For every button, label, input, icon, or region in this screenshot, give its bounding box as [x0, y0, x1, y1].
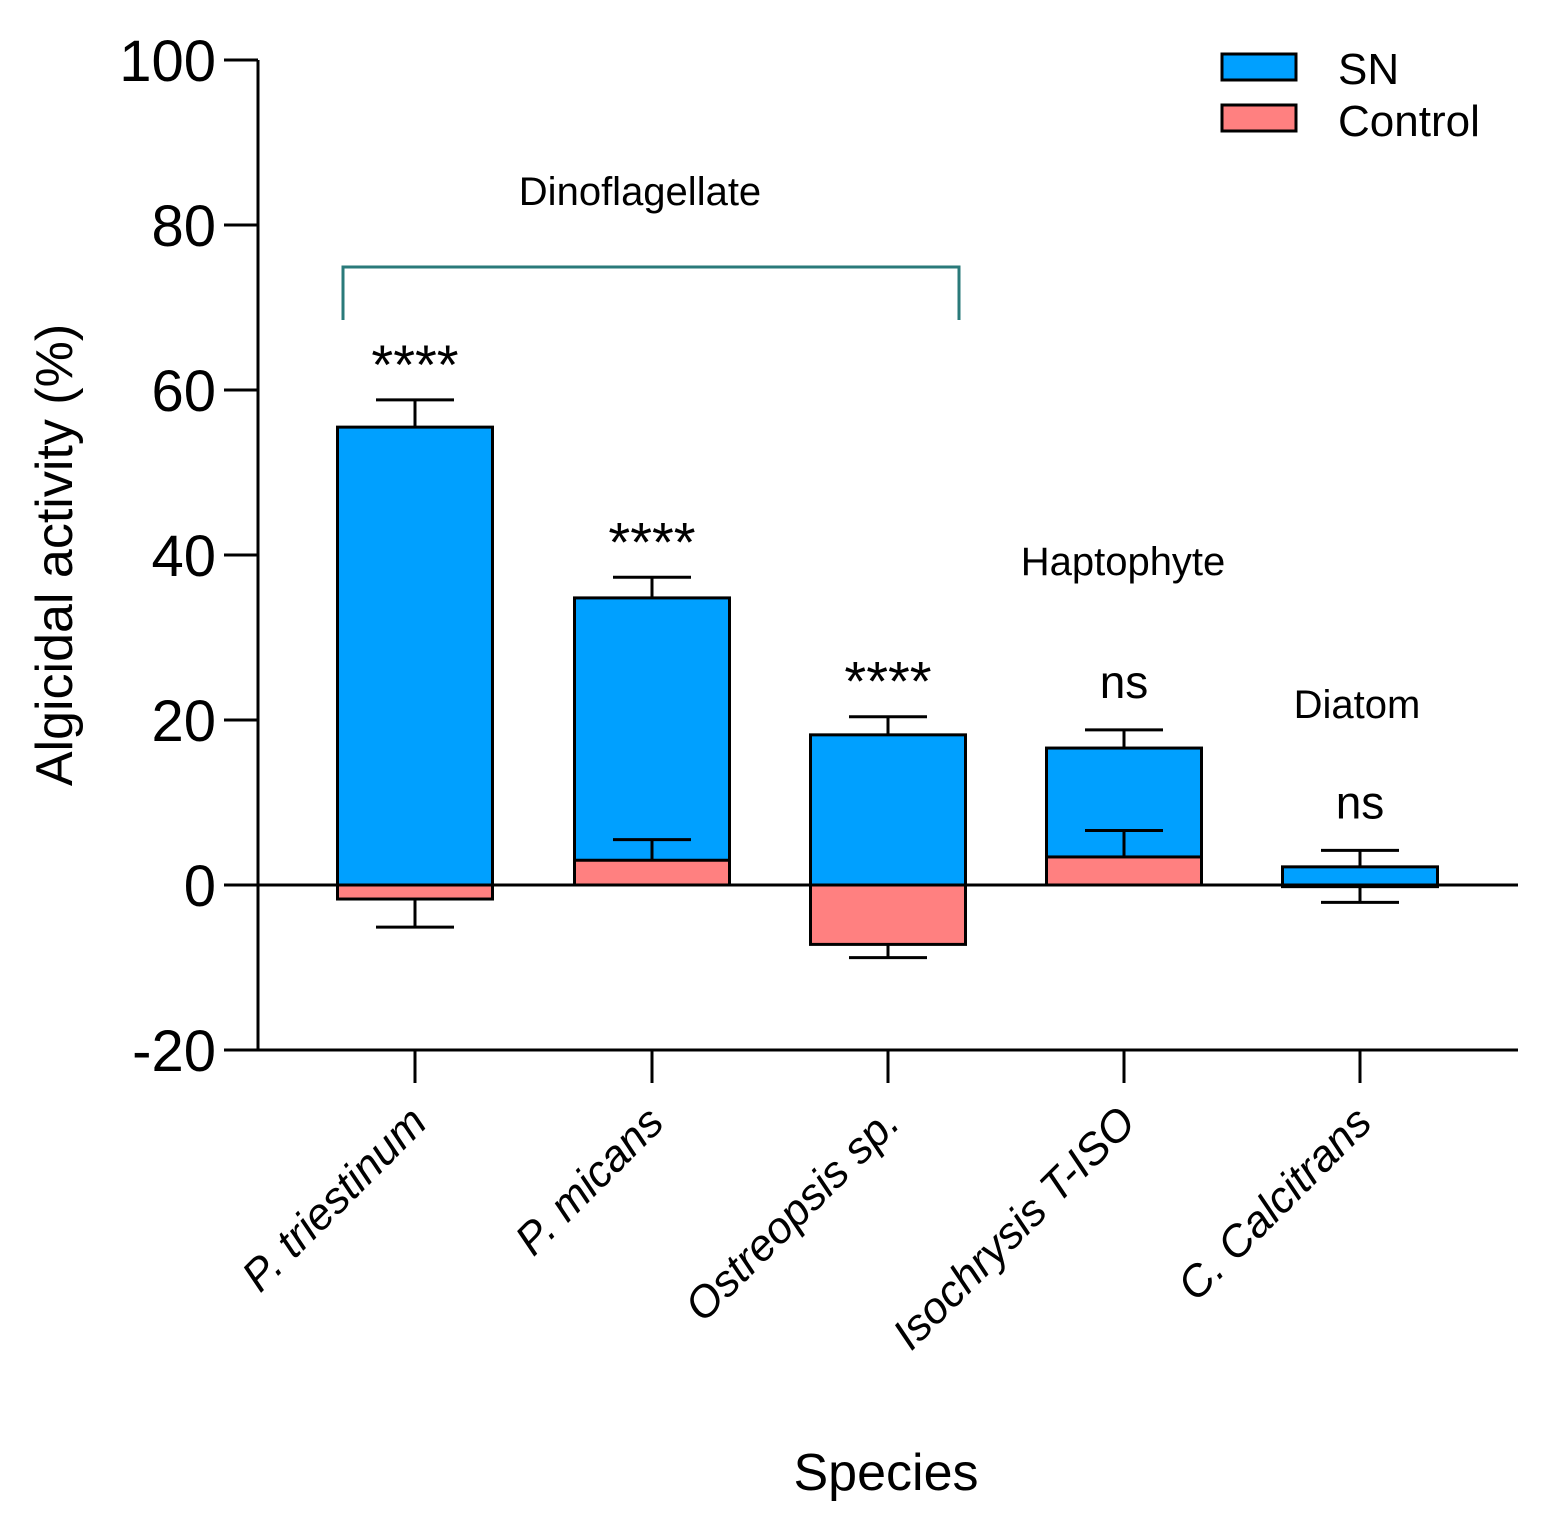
y-tick-label-40: 40	[151, 524, 216, 589]
x-axis-label: Species	[794, 1444, 979, 1502]
group-label-diatom: Diatom	[1294, 683, 1421, 727]
x-tick-label-p-triestinum: P. triestinum	[233, 1097, 437, 1301]
legend-label-sn: SN	[1338, 45, 1399, 94]
significance-label-ostreopsis-sp: ****	[844, 650, 931, 713]
significance-label-isochrysis-t-iso: ns	[1100, 656, 1149, 708]
bar-sn-p-triestinum	[336, 425, 494, 887]
bar-control-isochrysis-t-iso	[1045, 855, 1203, 887]
bar-control-ostreopsis-sp	[809, 883, 967, 946]
y-tick-label-80: 80	[151, 194, 216, 259]
y-axis-label: Algicidal activity (%)	[26, 324, 84, 786]
x-tick-label-c-calcitrans: C. Calcitrans	[1168, 1097, 1381, 1310]
significance-label-p-micans: ****	[608, 510, 695, 573]
legend: SN Control	[1220, 45, 1480, 146]
y-tick-label-0: 0	[184, 854, 216, 919]
legend-swatch-sn	[1220, 52, 1298, 82]
bar-sn-p-micans	[573, 596, 731, 887]
legend-swatch-control	[1220, 103, 1298, 133]
y-tick-label-60: 60	[151, 359, 216, 424]
error-bars-layer	[376, 398, 1399, 960]
x-tick-label-p-micans: P. micans	[506, 1097, 673, 1264]
x-tick-label-ostreopsis-sp: Ostreopsis sp.	[676, 1097, 909, 1330]
bar-control-p-triestinum	[336, 883, 494, 901]
group-label-dinoflagellate: Dinoflagellate	[519, 170, 761, 214]
bar-sn-ostreopsis-sp	[809, 733, 967, 887]
bar-sn-c-calcitrans	[1281, 865, 1439, 887]
y-tick-label-100: 100	[119, 29, 216, 94]
significance-label-c-calcitrans: ns	[1336, 776, 1385, 828]
annotations-layer: **** **** **** ns ns	[371, 333, 1384, 828]
x-tick-label-isochrysis-t-iso: Isochrysis T-ISO	[883, 1097, 1145, 1359]
significance-label-p-triestinum: ****	[371, 333, 458, 396]
y-tick-label--20: -20	[132, 1019, 216, 1084]
y-tick-label-20: 20	[151, 689, 216, 754]
group-label-haptophyte: Haptophyte	[1021, 540, 1226, 584]
legend-label-control: Control	[1338, 97, 1480, 146]
bar-control-p-micans	[573, 858, 731, 887]
group-bracket-dinoflagellate	[341, 265, 961, 320]
